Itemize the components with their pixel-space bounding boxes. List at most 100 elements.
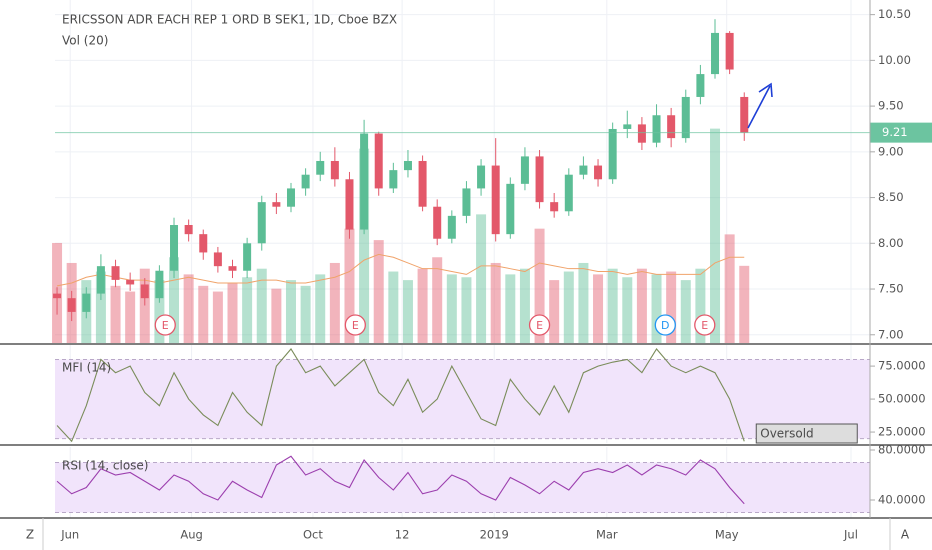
candle-body bbox=[155, 270, 164, 299]
zoom-button[interactable]: Z bbox=[26, 528, 34, 542]
volume-bar bbox=[198, 285, 209, 343]
indicator-line bbox=[56, 348, 745, 443]
chart-title: ERICSSON ADR EACH REP 1 ORD B SEK1, 1D, … bbox=[62, 13, 397, 27]
y-tick-label: 25.0000 bbox=[878, 425, 926, 439]
x-tick-label: Jul bbox=[843, 528, 858, 542]
candle-body bbox=[228, 266, 237, 271]
volume-bar bbox=[622, 277, 633, 343]
candle-body bbox=[579, 165, 588, 175]
volume-bar bbox=[359, 148, 370, 343]
y-tick-label: 9.00 bbox=[878, 144, 904, 158]
volume-bar bbox=[344, 228, 355, 343]
annotation-box bbox=[755, 423, 858, 444]
candle-body bbox=[272, 202, 281, 207]
candle-body bbox=[725, 32, 734, 70]
x-tick-label: Aug bbox=[180, 528, 202, 542]
candle-body bbox=[637, 124, 646, 143]
x-tick-label: Mar bbox=[596, 528, 618, 542]
volume-bar bbox=[636, 268, 647, 343]
x-tick-label: May bbox=[715, 528, 739, 542]
volume-bar bbox=[300, 285, 311, 343]
candle-body bbox=[462, 188, 471, 216]
volume-bar bbox=[95, 271, 106, 343]
volume-bar bbox=[446, 274, 457, 343]
y-tick-label: 8.00 bbox=[878, 236, 904, 250]
event-marker[interactable] bbox=[154, 314, 176, 336]
volume-bar bbox=[724, 234, 735, 343]
band-fill bbox=[55, 462, 870, 513]
y-tick-label: 7.50 bbox=[878, 282, 904, 296]
mfi-label: MFI (14) bbox=[62, 361, 111, 375]
volume-bar bbox=[432, 257, 443, 343]
candle-body bbox=[608, 128, 617, 180]
y-tick-label: 10.00 bbox=[878, 53, 911, 67]
event-marker[interactable] bbox=[654, 314, 676, 336]
candle-body bbox=[594, 165, 603, 180]
candle-body bbox=[286, 188, 295, 207]
band-fill bbox=[55, 359, 870, 439]
candle-body bbox=[374, 133, 383, 189]
volume-bar bbox=[476, 214, 487, 343]
candle-body bbox=[535, 156, 544, 203]
candle-body bbox=[199, 234, 208, 253]
volume-bar bbox=[212, 291, 223, 343]
candle-body bbox=[111, 266, 120, 280]
volume-bar bbox=[490, 262, 501, 343]
candle-body bbox=[477, 165, 486, 189]
candle-body bbox=[418, 160, 427, 207]
y-tick-label: 50.0000 bbox=[878, 392, 926, 406]
candle-body bbox=[491, 165, 500, 235]
candle-body bbox=[389, 170, 398, 189]
candle-body bbox=[667, 115, 676, 139]
volume-ma-line bbox=[56, 253, 745, 287]
event-label: D bbox=[661, 319, 669, 332]
volume-bar bbox=[534, 228, 545, 343]
volume-bar bbox=[666, 271, 677, 343]
event-marker[interactable] bbox=[344, 314, 366, 336]
candle-body bbox=[696, 74, 705, 97]
volume-bar bbox=[593, 274, 604, 343]
event-marker[interactable] bbox=[528, 314, 551, 336]
y-tick-label: 8.50 bbox=[878, 190, 904, 204]
candle-body bbox=[53, 293, 62, 299]
volume-bar bbox=[271, 288, 282, 343]
y-tick-label: 9.50 bbox=[878, 99, 904, 113]
rsi-label: RSI (14, close) bbox=[62, 459, 148, 473]
volume-bar bbox=[183, 274, 194, 343]
auto-scale-button[interactable]: A bbox=[901, 528, 910, 542]
candle-body bbox=[126, 279, 135, 285]
event-label: E bbox=[352, 319, 359, 332]
indicator-line bbox=[56, 455, 745, 505]
event-marker[interactable] bbox=[694, 314, 716, 336]
volume-bar bbox=[417, 268, 428, 343]
trend-arrow bbox=[747, 82, 773, 129]
volume-bar bbox=[154, 280, 165, 343]
volume-bar bbox=[607, 268, 618, 343]
volume-bar bbox=[695, 268, 706, 343]
volume-bar bbox=[739, 265, 750, 343]
volume-bar bbox=[578, 262, 589, 343]
volume-bar bbox=[329, 262, 340, 343]
candle-body bbox=[403, 160, 412, 171]
candle-body bbox=[681, 96, 690, 139]
volume-bar bbox=[139, 268, 150, 343]
volume-bar bbox=[388, 271, 399, 343]
candle-body bbox=[550, 202, 559, 212]
y-tick-label: 40.0000 bbox=[878, 493, 926, 507]
volume-bar bbox=[110, 285, 121, 343]
y-tick-label: 7.00 bbox=[878, 327, 904, 341]
candle-body bbox=[213, 252, 222, 267]
candle-body bbox=[316, 160, 325, 175]
event-label: E bbox=[701, 319, 708, 332]
candle-body bbox=[345, 179, 354, 230]
candle-body bbox=[360, 133, 369, 230]
last-price-box bbox=[870, 122, 932, 143]
volume-bar bbox=[169, 257, 180, 343]
volume-bar bbox=[227, 282, 238, 343]
candle-body bbox=[506, 183, 515, 235]
volume-bar bbox=[256, 268, 267, 343]
candle-body bbox=[184, 225, 193, 235]
volume-bar bbox=[242, 277, 253, 343]
x-tick-label: 2019 bbox=[480, 528, 509, 542]
